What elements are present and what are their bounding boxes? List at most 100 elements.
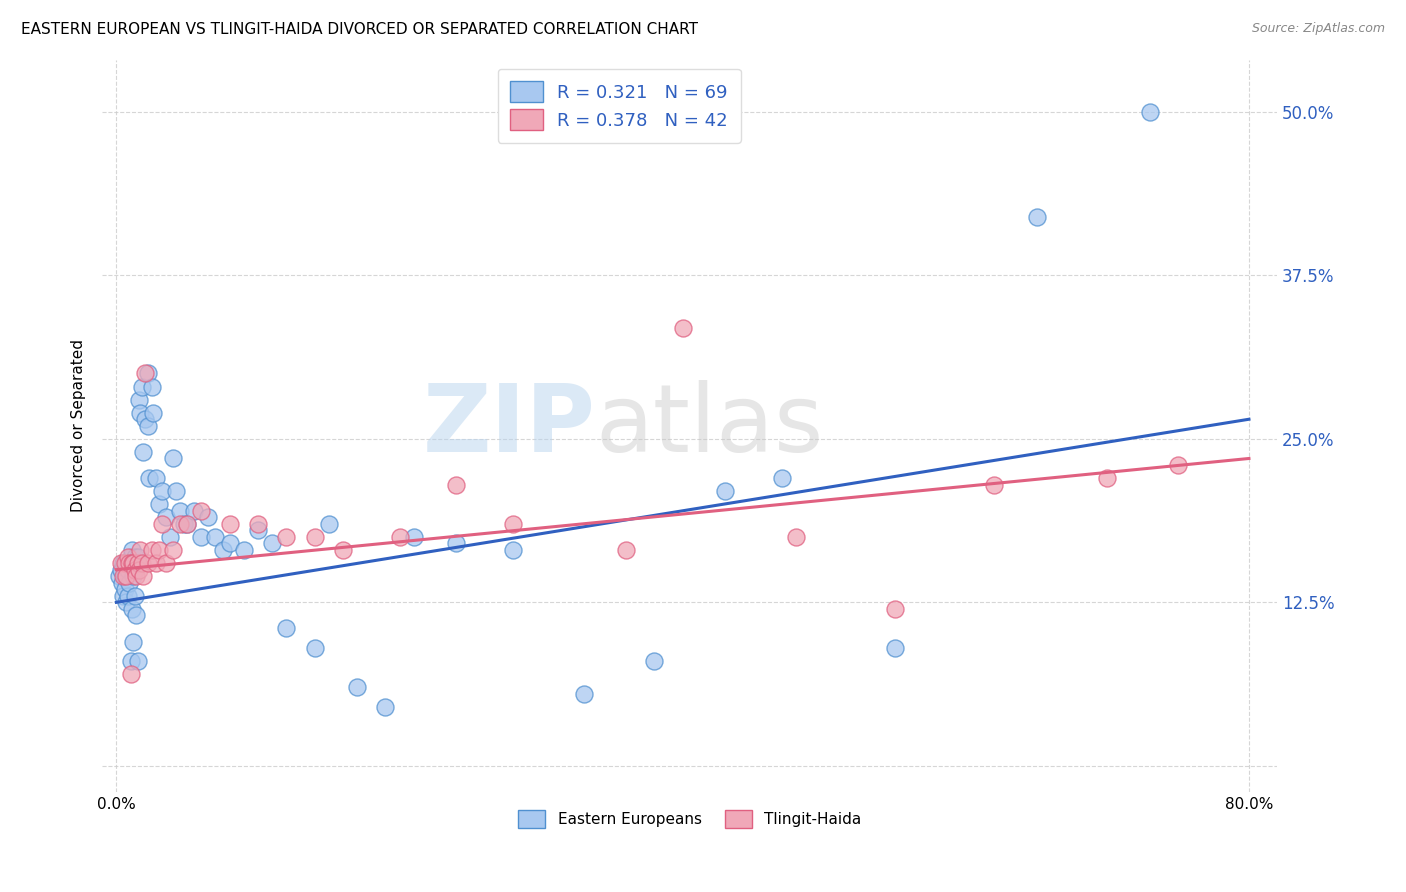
Point xyxy=(176,516,198,531)
Point xyxy=(134,412,156,426)
Point xyxy=(110,556,132,570)
Point xyxy=(122,556,145,570)
Point xyxy=(132,445,155,459)
Point xyxy=(122,634,145,648)
Y-axis label: Divorced or Separated: Divorced or Separated xyxy=(72,339,86,512)
Point xyxy=(129,406,152,420)
Point xyxy=(148,497,170,511)
Point xyxy=(134,367,156,381)
Point xyxy=(131,556,153,570)
Point xyxy=(318,516,340,531)
Point xyxy=(118,556,141,570)
Point xyxy=(444,536,467,550)
Point xyxy=(118,575,141,590)
Point xyxy=(114,556,136,570)
Point xyxy=(120,667,142,681)
Point xyxy=(346,681,368,695)
Point xyxy=(115,569,138,583)
Point xyxy=(120,654,142,668)
Point xyxy=(131,379,153,393)
Point xyxy=(110,563,132,577)
Point xyxy=(183,504,205,518)
Point xyxy=(502,516,524,531)
Point xyxy=(374,700,396,714)
Point xyxy=(572,687,595,701)
Point xyxy=(785,530,807,544)
Point xyxy=(120,549,142,564)
Point xyxy=(132,569,155,583)
Point xyxy=(402,530,425,544)
Point xyxy=(136,556,159,570)
Point xyxy=(502,543,524,558)
Point xyxy=(125,569,148,583)
Point xyxy=(125,608,148,623)
Point xyxy=(672,320,695,334)
Point xyxy=(150,484,173,499)
Point xyxy=(121,556,143,570)
Point xyxy=(117,563,139,577)
Point xyxy=(125,556,148,570)
Point xyxy=(232,543,254,558)
Text: ZIP: ZIP xyxy=(423,380,596,472)
Point xyxy=(121,602,143,616)
Point xyxy=(304,641,326,656)
Point xyxy=(770,471,793,485)
Point xyxy=(121,543,143,558)
Point xyxy=(136,418,159,433)
Point xyxy=(108,569,131,583)
Point xyxy=(128,392,150,407)
Point xyxy=(714,484,737,499)
Point xyxy=(129,543,152,558)
Point xyxy=(614,543,637,558)
Point xyxy=(127,556,149,570)
Point xyxy=(332,543,354,558)
Point xyxy=(246,516,269,531)
Point xyxy=(173,516,195,531)
Point xyxy=(197,510,219,524)
Point xyxy=(276,622,298,636)
Point xyxy=(162,543,184,558)
Point xyxy=(190,504,212,518)
Point xyxy=(127,549,149,564)
Point xyxy=(643,654,665,668)
Point xyxy=(145,471,167,485)
Point xyxy=(218,536,240,550)
Point xyxy=(444,477,467,491)
Point xyxy=(117,589,139,603)
Point xyxy=(884,602,907,616)
Point xyxy=(114,582,136,597)
Point xyxy=(118,556,141,570)
Point xyxy=(111,575,134,590)
Point xyxy=(218,516,240,531)
Point xyxy=(115,595,138,609)
Point xyxy=(169,516,191,531)
Point xyxy=(176,516,198,531)
Point xyxy=(304,530,326,544)
Text: atlas: atlas xyxy=(596,380,824,472)
Point xyxy=(138,471,160,485)
Point xyxy=(122,569,145,583)
Point xyxy=(983,477,1005,491)
Point xyxy=(1139,104,1161,119)
Point xyxy=(1097,471,1119,485)
Point xyxy=(162,451,184,466)
Point xyxy=(148,543,170,558)
Point xyxy=(136,367,159,381)
Point xyxy=(155,556,177,570)
Point xyxy=(165,484,187,499)
Point xyxy=(127,654,149,668)
Point xyxy=(246,524,269,538)
Point xyxy=(115,556,138,570)
Point xyxy=(114,569,136,583)
Point xyxy=(204,530,226,544)
Point xyxy=(388,530,411,544)
Point xyxy=(141,543,163,558)
Point xyxy=(145,556,167,570)
Point xyxy=(211,543,233,558)
Point xyxy=(1025,210,1047,224)
Point xyxy=(159,530,181,544)
Point xyxy=(142,406,165,420)
Point xyxy=(155,510,177,524)
Point xyxy=(124,589,146,603)
Text: Source: ZipAtlas.com: Source: ZipAtlas.com xyxy=(1251,22,1385,36)
